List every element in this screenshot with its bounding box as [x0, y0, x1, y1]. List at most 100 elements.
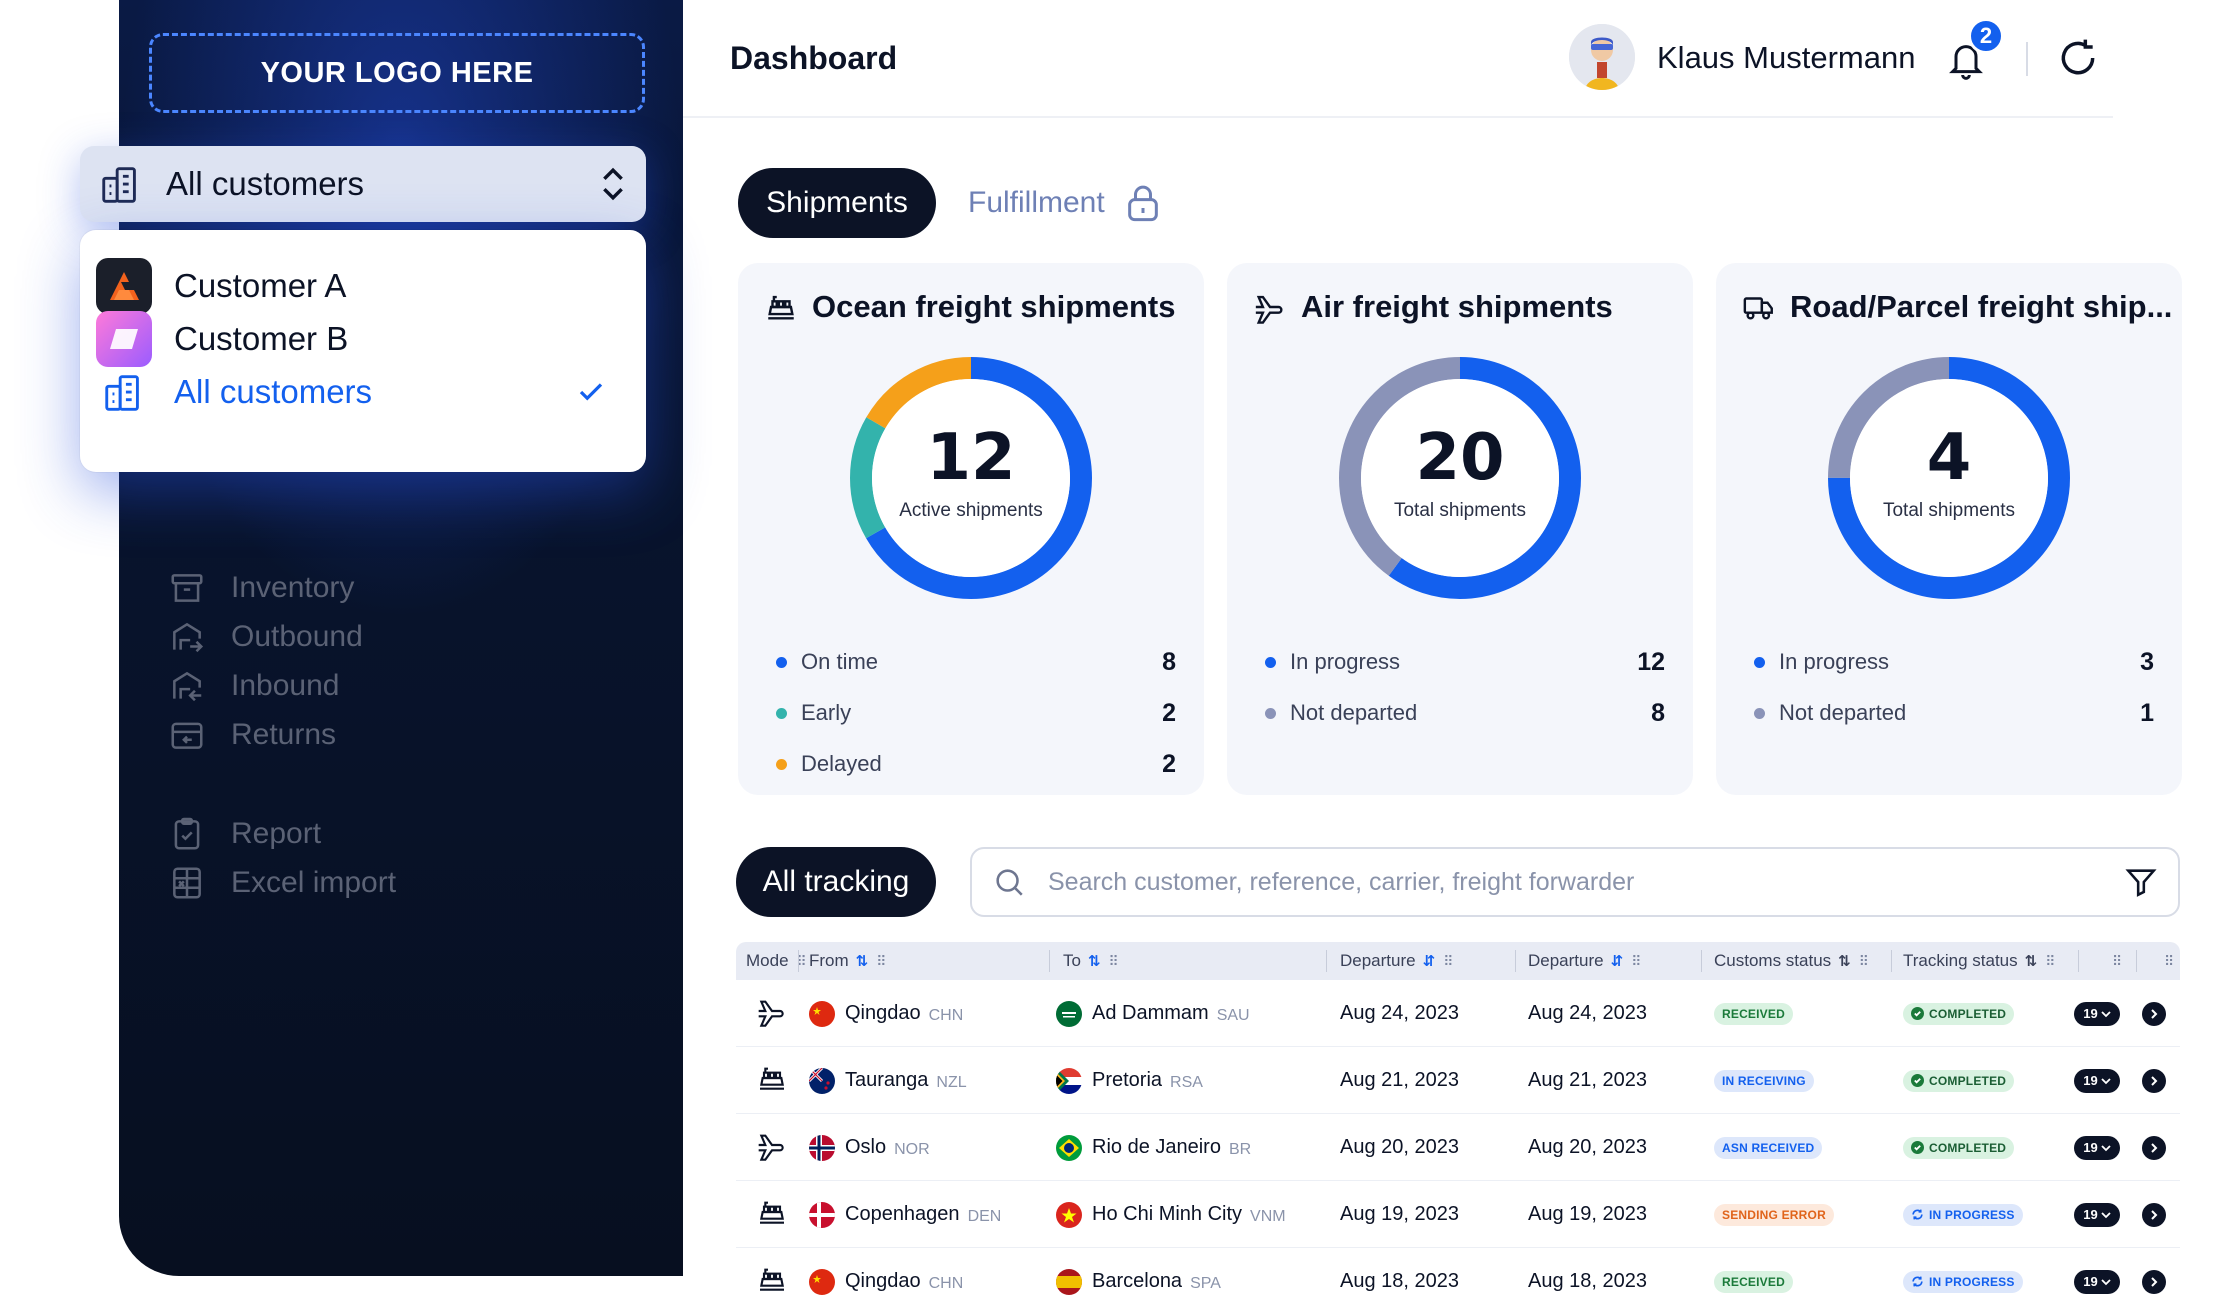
sidebar-item-inventory[interactable]: Inventory [167, 564, 354, 612]
column-header-to[interactable]: To ⇅ ⠿ [1063, 951, 1119, 970]
outbound-icon [167, 617, 207, 657]
column-header-mode[interactable]: Mode ⠿ [746, 951, 807, 970]
departure-cell-2: Aug 19, 2023 [1528, 1203, 1647, 1225]
column-header-grip[interactable]: ⠿ [2112, 952, 2122, 969]
to-cell: Ad Dammam SAU [1056, 980, 1250, 1047]
customs-status-badge: IN RECEIVING [1714, 1069, 1814, 1092]
customer-option-b[interactable]: Customer B [96, 307, 630, 371]
departure-cell: Aug 18, 2023 [1340, 1270, 1459, 1292]
table-row[interactable]: Oslo NOR Rio de Janeiro BR Aug 20, 2023 Aug 2… [736, 1114, 2180, 1181]
chevron-right-icon[interactable] [2142, 1001, 2166, 1026]
count-cell: 19 [2074, 980, 2120, 1047]
customs-status-badge: RECEIVED [1714, 1002, 1793, 1025]
filter-icon[interactable] [2124, 865, 2158, 899]
search-input[interactable] [1048, 867, 2124, 897]
flag-norway-icon [809, 1134, 835, 1161]
from-cell: Oslo NOR [809, 1114, 930, 1181]
mode-cell [756, 1047, 788, 1114]
from-cell: Tauranga NZL [809, 1047, 967, 1114]
sidebar-item-label: Inbound [231, 669, 340, 702]
open-cell [2142, 1114, 2166, 1181]
flag-rsa-icon [1056, 1067, 1082, 1094]
customs-status-cell: RECEIVED [1714, 980, 1793, 1047]
donut-value: 12 [926, 421, 1016, 495]
sidebar-item-returns[interactable]: Returns [167, 711, 336, 759]
table-row[interactable]: Qingdao CHN Ad Dammam SAU Aug 24, 2023 Aug 24… [736, 980, 2180, 1047]
count-dropdown[interactable]: 19 [2074, 1202, 2120, 1227]
chevron-right-icon[interactable] [2142, 1135, 2166, 1160]
table-row[interactable]: Qingdao CHN Barcelona SPA Aug 18, 2023 Aug 18… [736, 1248, 2180, 1296]
legend-dot [1754, 656, 1765, 668]
sidebar-item-excel-import[interactable]: Excel import [167, 859, 396, 907]
customer-option-all[interactable]: All customers [96, 360, 630, 424]
tab-fulfillment[interactable]: Fulfillment [968, 168, 1161, 238]
tracking-search [970, 847, 2180, 917]
mode-cell [756, 1248, 788, 1296]
avatar[interactable] [1569, 24, 1635, 90]
tracking-status-badge: IN PROGRESS [1903, 1270, 2023, 1293]
legend-row: In progress 3 [1754, 644, 2154, 680]
bell-icon[interactable] [1946, 38, 1986, 82]
column-header-grip-2[interactable]: ⠿ [2164, 952, 2174, 969]
tracking-status-badge: IN PROGRESS [1903, 1203, 2023, 1226]
tab-all-tracking[interactable]: All tracking [736, 847, 936, 917]
sidebar-item-label: Inventory [231, 571, 355, 604]
from-cell: Copenhagen DEN [809, 1181, 1001, 1248]
customer-select[interactable]: All customers [80, 146, 646, 222]
sidebar-item-report[interactable]: Report [167, 810, 321, 858]
tracking-status-badge: COMPLETED [1903, 1136, 2015, 1159]
ship-icon [756, 1263, 788, 1296]
customer-option-a[interactable]: Customer A [96, 254, 630, 318]
sidebar-item-inbound[interactable]: Inbound [167, 662, 339, 710]
departure-cell-2: Aug 18, 2023 [1528, 1270, 1647, 1292]
tab-shipments[interactable]: Shipments [738, 168, 936, 238]
customs-status-badge: SENDING ERROR [1714, 1203, 1834, 1226]
count-cell: 19 [2074, 1181, 2120, 1248]
customs-status-cell: SENDING ERROR [1714, 1181, 1834, 1248]
sidebar-item-outbound[interactable]: Outbound [167, 613, 363, 661]
legend-dot [1265, 656, 1276, 668]
chevron-right-icon[interactable] [2142, 1269, 2166, 1294]
column-header-customs-status[interactable]: Customs status ⇅ ⠿ [1714, 951, 1869, 970]
check-icon [579, 383, 603, 401]
card-title: Road/Parcel freight ship... [1742, 289, 2172, 325]
donut-segment-early [850, 357, 1092, 599]
customer-b-logo [96, 311, 152, 367]
column-header-from[interactable]: From ⇅ ⠿ [809, 951, 887, 970]
mode-cell [756, 1114, 788, 1181]
tracking-status-badge: COMPLETED [1903, 1069, 2015, 1092]
column-header-tracking-status[interactable]: Tracking status ⇅ ⠿ [1903, 951, 2056, 970]
open-cell [2142, 1181, 2166, 1248]
table-row[interactable]: Copenhagen DEN Ho Chi Minh City VNM Aug 19, … [736, 1181, 2180, 1248]
tracking-status-cell: COMPLETED [1903, 980, 2015, 1047]
customs-status-cell: ASN RECEIVED [1714, 1114, 1823, 1181]
column-header-departure-2[interactable]: Departure ⇵ ⠿ [1528, 951, 1641, 970]
count-dropdown[interactable]: 19 [2074, 1135, 2120, 1160]
count-dropdown[interactable]: 19 [2074, 1269, 2120, 1294]
notification-badge: 2 [1968, 18, 2004, 54]
count-dropdown[interactable]: 19 [2074, 1068, 2120, 1093]
from-cell: Qingdao CHN [809, 980, 963, 1047]
donut-label: Active shipments [899, 500, 1043, 521]
card-title: Ocean freight shipments [764, 289, 1194, 325]
tracking-table: Mode ⠿ From ⇅ ⠿ To ⇅ ⠿ Departure ⇵ ⠿ Departure ⇵… [736, 942, 2180, 1296]
sidebar-item-label: Report [231, 817, 322, 850]
chevron-right-icon[interactable] [2142, 1202, 2166, 1227]
refresh-icon[interactable] [2056, 36, 2100, 80]
card-road-parcel-freight: Road/Parcel freight ship... 4 Total ship… [1716, 263, 2182, 795]
count-cell: 19 [2074, 1047, 2120, 1114]
donut-segment-not-departed [1339, 357, 1581, 599]
to-cell: Ho Chi Minh City VNM [1056, 1181, 1286, 1248]
plane-icon [756, 995, 788, 1033]
customer-select-value: All customers [166, 165, 365, 202]
chevron-right-icon[interactable] [2142, 1068, 2166, 1093]
table-header: Mode ⠿ From ⇅ ⠿ To ⇅ ⠿ Departure ⇵ ⠿ Departure ⇵… [736, 942, 2180, 980]
table-row[interactable]: Tauranga NZL Pretoria RSA Aug 21, 2023 Aug 21… [736, 1047, 2180, 1114]
sidebar-item-label: Returns [231, 718, 337, 751]
donut-value: 20 [1415, 421, 1505, 495]
to-cell: Rio de Janeiro BR [1056, 1114, 1251, 1181]
column-header-departure[interactable]: Departure ⇵ ⠿ [1340, 951, 1453, 970]
count-dropdown[interactable]: 19 [2074, 1001, 2120, 1026]
inbound-icon [167, 666, 207, 706]
legend-dot [1754, 707, 1765, 719]
